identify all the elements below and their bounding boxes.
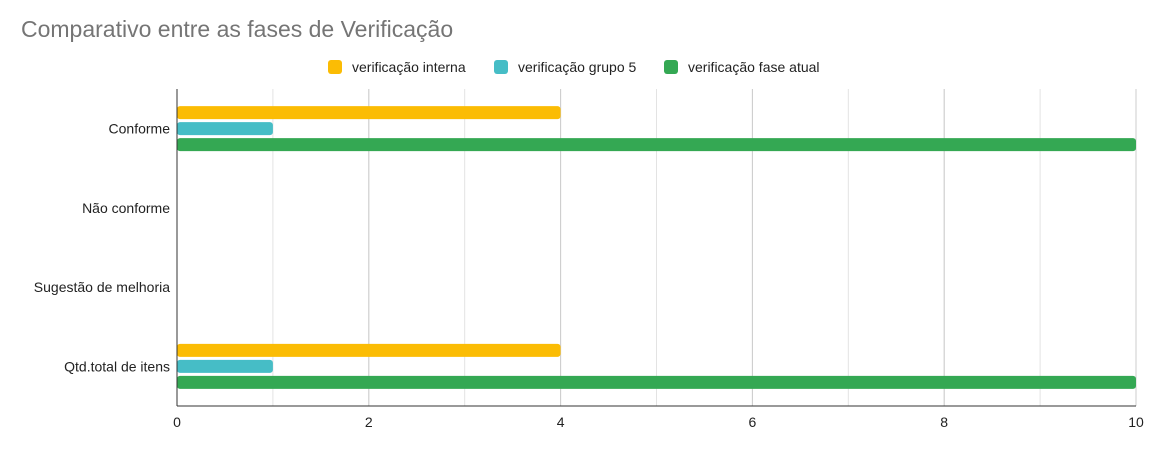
category-label-nao-conforme: Não conforme: [82, 200, 170, 216]
bar-verificacao-fase-atual-qtd-total-de-itens: [177, 375, 1136, 389]
legend-swatch-verificacao-grupo-5: [494, 60, 508, 74]
x-tick-label: 4: [557, 414, 565, 430]
category-label-conforme: Conforme: [109, 121, 171, 137]
legend-label-verificacao-fase-atual: verificação fase atual: [688, 59, 820, 75]
chart-legend: verificação interna verificação grupo 5 …: [0, 56, 1158, 78]
bar-verificacao-grupo-5-qtd-total-de-itens: [177, 359, 273, 373]
legend-label-verificacao-interna: verificação interna: [352, 59, 466, 75]
bar-verificacao-grupo-5-conforme: [177, 122, 273, 136]
category-label-sugestao-de-melhoria: Sugestão de melhoria: [34, 279, 170, 295]
legend-label-verificacao-grupo-5: verificação grupo 5: [518, 59, 637, 75]
bar-verificacao-interna-conforme: [177, 106, 561, 120]
legend-item-verificacao-interna[interactable]: verificação interna: [328, 56, 466, 78]
x-tick-label: 10: [1128, 414, 1144, 430]
legend-item-verificacao-grupo-5[interactable]: verificação grupo 5: [494, 56, 636, 78]
legend-swatch-verificacao-fase-atual: [664, 60, 678, 74]
legend-swatch-verificacao-interna: [328, 60, 342, 74]
x-tick-label: 6: [749, 414, 757, 430]
legend-item-verificacao-fase-atual[interactable]: verificação fase atual: [664, 56, 820, 78]
category-label-qtd-total-de-itens: Qtd.total de itens: [64, 358, 170, 374]
bar-verificacao-fase-atual-conforme: [177, 138, 1136, 152]
x-tick-label: 8: [940, 414, 948, 430]
x-tick-label: 2: [365, 414, 373, 430]
bar-verificacao-interna-qtd-total-de-itens: [177, 343, 561, 357]
x-tick-label: 0: [173, 414, 181, 430]
chart-title: Comparativo entre as fases de Verificaçã…: [21, 16, 454, 42]
